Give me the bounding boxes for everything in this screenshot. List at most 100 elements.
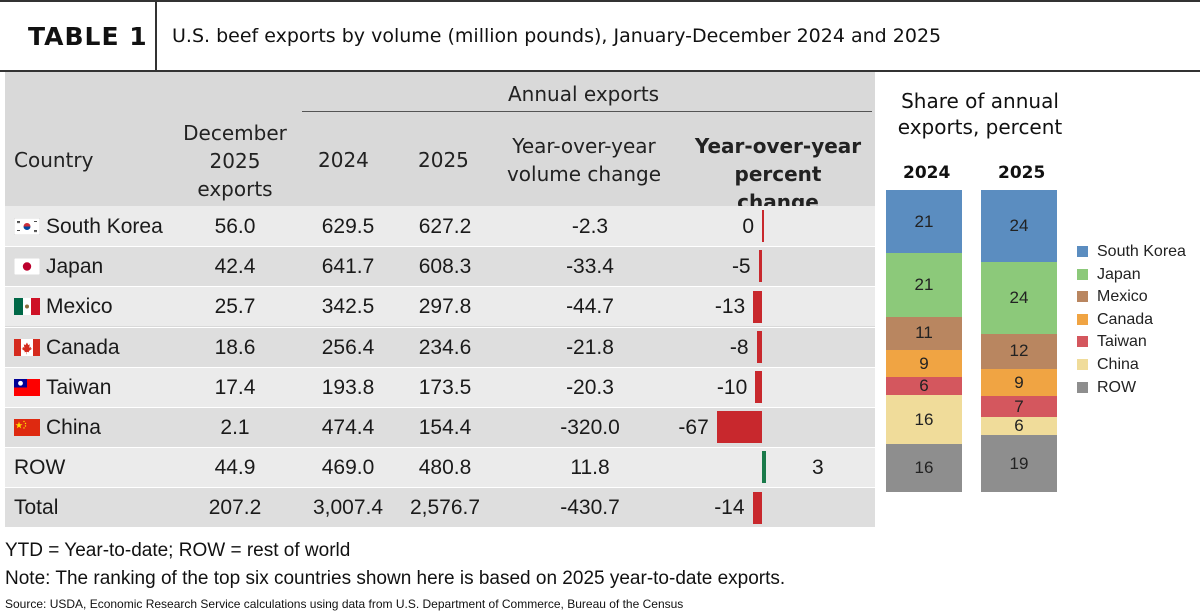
table-row-canada (5, 326, 875, 367)
taiwan-flag-icon (14, 378, 40, 396)
exports-2025-value: 627.2 (418, 215, 472, 238)
exports-2024-value: 469.0 (321, 456, 375, 480)
december-exports-value: 56.0 (214, 215, 256, 238)
share-segment-south-korea-2025: 24 (981, 190, 1057, 262)
december-exports-value: 207.2 (208, 496, 262, 520)
december-exports-value: 42.4 (214, 255, 256, 279)
volume-change-value: -44.7 (566, 295, 614, 319)
year-2025-column-header: 2025 (418, 148, 469, 172)
header-bottom-rule (0, 70, 1200, 72)
legend-label-japan: Japan (1097, 265, 1141, 283)
share-year-label-2025: 2025 (998, 163, 1046, 183)
exports-2024-value: 193.8 (321, 375, 375, 399)
percent-change-bar (756, 330, 762, 363)
table-row-mexico (5, 286, 875, 327)
percent-change-label: 0 (742, 215, 754, 238)
share-segment-canada-2025: 9 (981, 369, 1057, 397)
december-column-header-text: December 2025 exports (183, 121, 287, 201)
legend-label-canada: Canada (1097, 310, 1154, 328)
december-exports-value: 18.6 (214, 335, 256, 359)
legend-swatch-south-korea (1077, 246, 1088, 257)
percent-change-label: -13 (714, 295, 746, 319)
source-note: Source: USDA, Economic Research Service … (5, 597, 684, 611)
volume-change-value: -2.3 (571, 215, 609, 238)
volume-change-column-header: Year-over-year volume change (498, 132, 670, 188)
south-korea-flag-icon (13, 217, 41, 236)
table-header: TABLE 1 U.S. beef exports by volume (mil… (0, 0, 1200, 72)
share-segment-row-2025: 19 (981, 435, 1057, 492)
share-segment-china-2024: 16 (886, 395, 962, 444)
exports-2024-value: 474.4 (321, 416, 375, 439)
exports-2025-value: 2,576.7 (409, 496, 481, 520)
china-flag-icon (14, 419, 40, 436)
table-row-total (5, 487, 875, 528)
footnote-ranking: Note: The ranking of the top six countri… (5, 568, 786, 589)
percent-change-label: 3 (812, 456, 824, 480)
december-exports-value: 25.7 (214, 295, 256, 319)
annual-exports-group-header: Annual exports (508, 82, 660, 106)
share-segment-mexico-2025: 12 (981, 333, 1057, 370)
country-name: Taiwan (46, 375, 112, 399)
share-segment-canada-2024: 9 (886, 350, 962, 378)
country-name: Mexico (46, 295, 113, 319)
country-name: Canada (46, 335, 120, 359)
percent-change-label: -5 (731, 255, 751, 279)
december-exports-value: 2.1 (220, 416, 250, 439)
percent-change-bar (753, 290, 762, 323)
canada-flag-icon (14, 338, 40, 356)
percent-change-bar (762, 451, 766, 484)
percent-change-bar (758, 250, 762, 283)
country-name: China (46, 416, 101, 439)
exports-2024-value: 3,007.4 (312, 496, 384, 520)
percent-change-column-header-text: Year-over-year percent change (694, 134, 862, 214)
row-separator (5, 286, 875, 288)
volume-change-value: 11.8 (570, 456, 610, 480)
percent-change-bar (755, 370, 762, 403)
volume-change-value: -33.4 (566, 255, 614, 279)
row-separator (5, 447, 875, 449)
exports-2025-value: 608.3 (418, 255, 472, 279)
row-separator (5, 366, 875, 368)
exports-2024-value: 342.5 (321, 295, 375, 319)
exports-2024-value: 629.5 (321, 215, 375, 238)
volume-change-value: -21.8 (566, 335, 614, 359)
share-segment-south-korea-2024: 21 (886, 190, 962, 254)
share-segment-taiwan-2025: 7 (981, 396, 1057, 418)
exports-2024-value: 256.4 (321, 335, 375, 359)
legend-label-china: China (1097, 356, 1139, 373)
percent-change-label: -67 (678, 416, 709, 439)
percent-change-label: -14 (714, 496, 745, 520)
country-name: South Korea (46, 215, 163, 238)
share-segment-taiwan-2024: 6 (886, 376, 962, 396)
table-row-south-korea (5, 206, 875, 246)
table-row-japan (5, 246, 875, 287)
percent-change-label: -10 (716, 375, 748, 399)
share-year-label-2024: 2024 (903, 163, 951, 183)
header-top-rule (0, 0, 1200, 2)
row-separator (5, 487, 875, 489)
year-2024-column-header: 2024 (318, 148, 369, 172)
mexico-flag-icon (14, 298, 40, 316)
legend-label-south-korea: South Korea (1097, 243, 1186, 260)
legend-swatch-taiwan (1077, 336, 1088, 348)
exports-2025-value: 173.5 (418, 375, 472, 399)
december-exports-value: 17.4 (214, 375, 256, 399)
volume-change-value: -320.0 (560, 416, 620, 439)
country-column-header: Country (14, 148, 94, 172)
table-row-row (5, 447, 875, 488)
exports-2024-value: 641.7 (321, 255, 375, 279)
header-divider (155, 2, 157, 70)
share-segment-japan-2024: 21 (886, 253, 962, 317)
legend-swatch-japan (1077, 268, 1088, 280)
row-separator (5, 246, 875, 248)
volume-change-value: -430.7 (560, 496, 620, 520)
legend-swatch-mexico (1077, 291, 1088, 303)
december-column-header: December 2025 exports (170, 119, 300, 203)
row-separator (5, 326, 875, 328)
share-segment-mexico-2024: 11 (886, 316, 962, 351)
volume-change-value: -20.3 (566, 375, 614, 399)
table-label: TABLE 1 (28, 22, 148, 51)
share-segment-japan-2025: 24 (981, 261, 1057, 334)
percent-change-label: -8 (729, 335, 749, 359)
japan-flag-icon (13, 257, 41, 276)
